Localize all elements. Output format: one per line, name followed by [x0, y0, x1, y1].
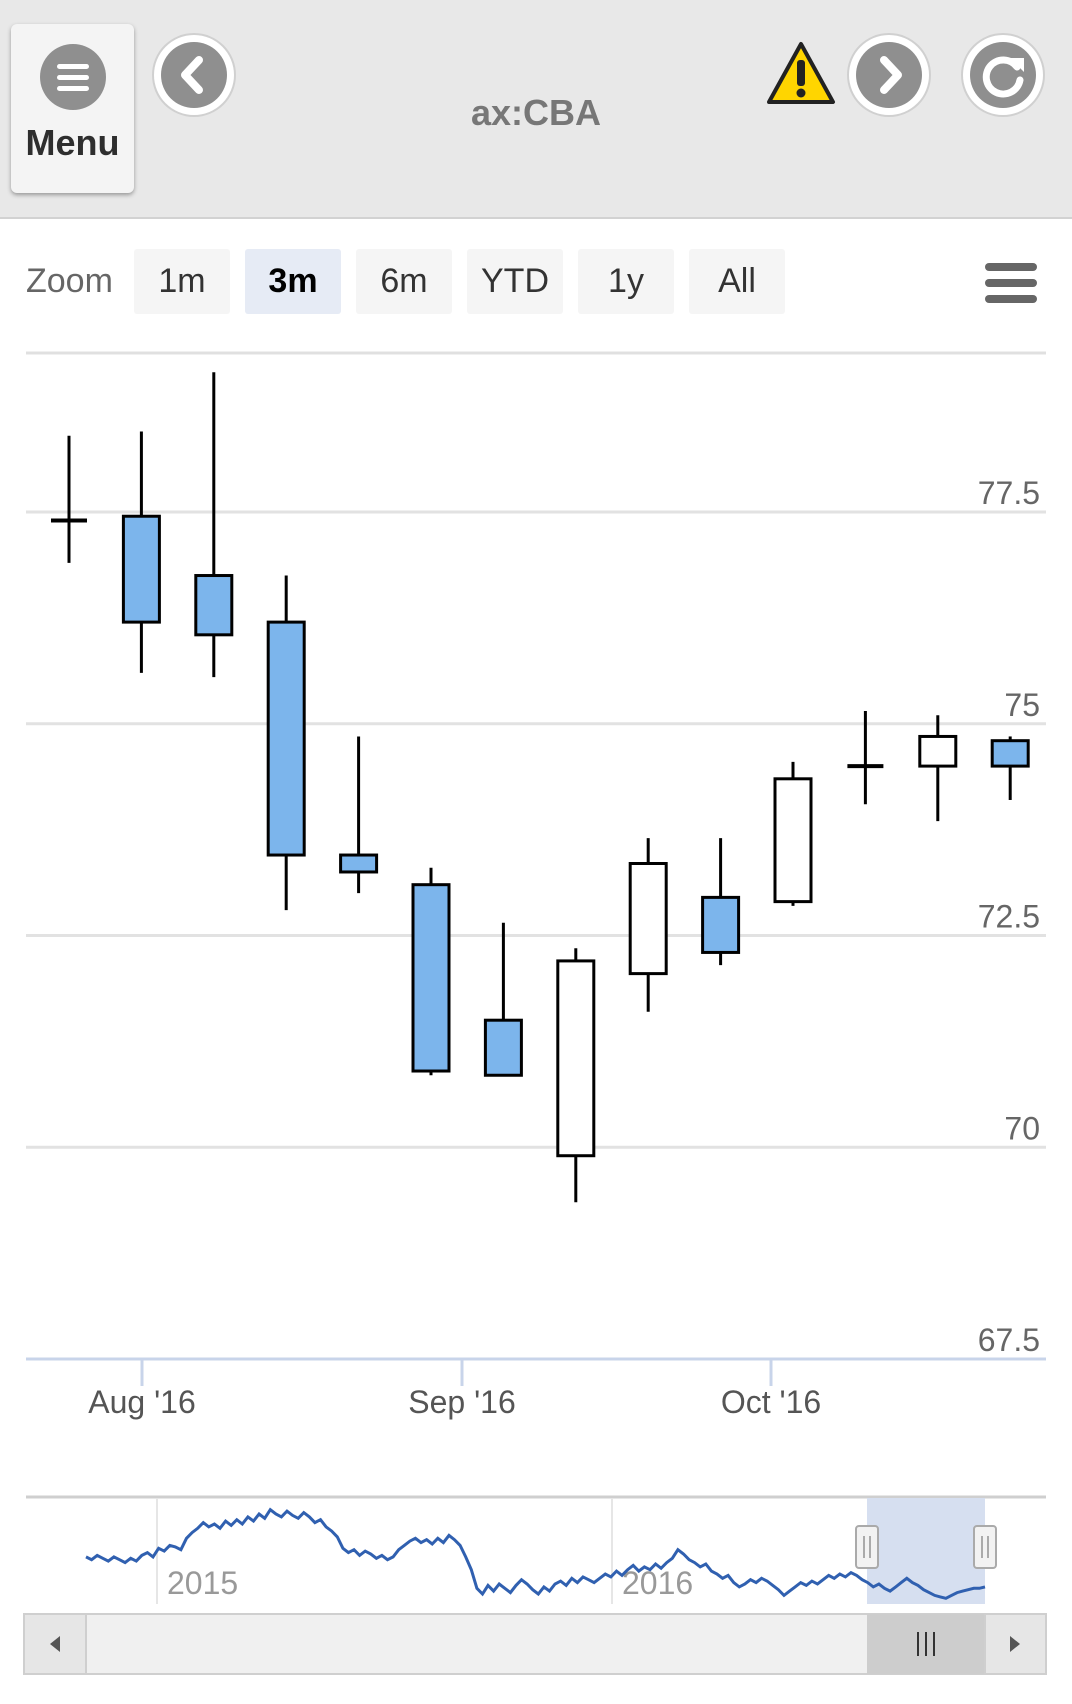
- x-tick-label: Aug '16: [88, 1384, 196, 1420]
- hamburger-icon[interactable]: [985, 263, 1037, 303]
- candle[interactable]: [339, 736, 379, 894]
- navigator-series-line: [85, 1507, 986, 1600]
- y-tick-label: 70: [1004, 1110, 1040, 1146]
- navigator-year-label: 2015: [167, 1565, 238, 1601]
- zoom-1y-button[interactable]: 1y: [578, 249, 674, 314]
- navigator-handle[interactable]: [855, 1525, 879, 1569]
- top-toolbar: Menu ax:CBA: [0, 0, 1072, 219]
- candle[interactable]: [411, 867, 451, 1076]
- candle[interactable]: [773, 761, 813, 906]
- y-tick-label: 75: [1004, 687, 1040, 723]
- page-title: ax:CBA: [470, 92, 602, 133]
- candle[interactable]: [628, 838, 668, 1012]
- zoom-ytd-button[interactable]: YTD: [467, 249, 563, 314]
- navigator[interactable]: 2015 2016: [0, 1490, 1072, 1704]
- zoom-label: Zoom: [26, 262, 113, 300]
- candle[interactable]: [194, 372, 234, 678]
- candle[interactable]: [556, 948, 596, 1203]
- chevron-right-icon: [880, 56, 902, 94]
- candlestick-chart: 77.5 75 72.5 70 67.5 Aug '16 Sep '16 Oct '16: [26, 351, 1046, 1420]
- zoom-all-button[interactable]: All: [689, 249, 785, 314]
- candle-body: [121, 514, 161, 624]
- refresh-button[interactable]: [963, 35, 1043, 115]
- navigator-selection[interactable]: [867, 1498, 985, 1604]
- chevron-left-icon: [181, 56, 203, 94]
- candle[interactable]: [847, 711, 884, 805]
- y-gridlines: 77.5 75 72.5 70 67.5: [26, 475, 1046, 1361]
- menu-icon: [39, 44, 106, 110]
- y-tick-label: 72.5: [978, 899, 1040, 935]
- candle-body: [194, 574, 234, 637]
- candle-body: [628, 862, 668, 976]
- menu-button[interactable]: Menu: [11, 24, 134, 193]
- candle-body: [339, 853, 379, 874]
- candle-body: [411, 883, 451, 1073]
- arrow-left-icon: [50, 1636, 60, 1652]
- x-tick-label: Sep '16: [408, 1384, 516, 1420]
- x-axis: Aug '16 Sep '16 Oct '16: [88, 1359, 821, 1420]
- candle-body: [483, 1018, 523, 1077]
- warning-icon[interactable]: [766, 40, 836, 106]
- zoom-6m-button[interactable]: 6m: [356, 249, 452, 314]
- zoom-3m-button[interactable]: 3m: [245, 249, 341, 314]
- candle-body: [701, 895, 741, 954]
- candles: [51, 372, 1030, 1203]
- candle-body: [990, 739, 1030, 768]
- arrow-right-icon: [1010, 1636, 1020, 1652]
- x-tick-label: Oct '16: [721, 1384, 821, 1420]
- candle[interactable]: [483, 922, 523, 1077]
- candle[interactable]: [918, 715, 958, 822]
- zoom-1m-button[interactable]: 1m: [134, 249, 230, 314]
- forward-button[interactable]: [849, 35, 929, 115]
- back-button[interactable]: [154, 35, 234, 115]
- refresh-icon: [982, 56, 1024, 98]
- candle[interactable]: [990, 736, 1030, 800]
- candle-body: [266, 620, 306, 857]
- menu-label: Menu: [25, 122, 120, 163]
- navigator-year-label: 2016: [622, 1565, 693, 1601]
- navigator-handle[interactable]: [973, 1525, 997, 1569]
- candle-body: [773, 777, 813, 904]
- candle[interactable]: [266, 575, 306, 911]
- candle[interactable]: [51, 435, 87, 563]
- candle[interactable]: [701, 838, 741, 966]
- y-tick-label: 77.5: [978, 475, 1040, 511]
- y-tick-label: 67.5: [978, 1322, 1040, 1358]
- candle[interactable]: [121, 431, 161, 673]
- candle-body: [918, 734, 958, 768]
- candle-body: [556, 959, 596, 1158]
